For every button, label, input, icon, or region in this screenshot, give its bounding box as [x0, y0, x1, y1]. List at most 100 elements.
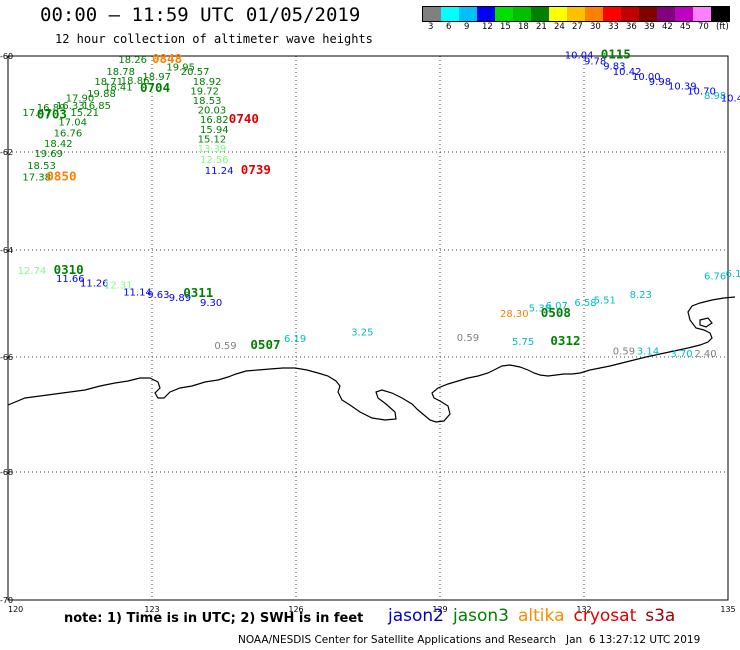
wave-height-label: 18.53: [27, 161, 56, 172]
longitude-tick-label: 135: [720, 605, 735, 614]
color-swatch: [567, 7, 585, 21]
wave-height-label: 28.30: [500, 309, 529, 320]
satellite-legend-jason3: jason3: [453, 606, 509, 626]
wave-height-label: 5.75: [512, 337, 534, 348]
color-scale-label: 39: [644, 22, 655, 32]
wave-height-label: 9.89: [169, 293, 191, 304]
wave-height-label: 3.70: [670, 349, 692, 360]
pass-time-labels: 0848 0704 0703 0850 0740 0739 0310 0311 0507 0508…: [37, 46, 631, 352]
wave-height-label: 18.97: [142, 72, 171, 83]
color-scale-label: (ft): [716, 22, 729, 32]
longitude-tick-label: 123: [144, 605, 159, 614]
latitude-tick-label: -70: [0, 596, 13, 605]
wave-height-label: 6.58: [574, 298, 596, 309]
wave-height-label: 17.90: [66, 94, 95, 105]
wave-height-label: 0.59: [457, 333, 479, 344]
longitude-tick-label: 132: [576, 605, 591, 614]
wave-height-label: 17.47: [22, 108, 51, 119]
wave-height-label: 10.42: [613, 67, 642, 78]
wave-height-label: 17.04: [58, 118, 87, 129]
color-swatch: [693, 7, 711, 21]
longitude-tick-label: 129: [432, 605, 447, 614]
wave-height-label: 3.25: [351, 328, 373, 339]
satellite-legend-cryosat: cryosat: [573, 606, 637, 626]
pass-time-label: 0115: [601, 46, 631, 61]
wave-height-label: 10.39: [668, 82, 697, 93]
wave-height-label: 9.30: [200, 298, 222, 309]
latitude-tick-label: -64: [0, 246, 13, 255]
color-swatch: [675, 7, 693, 21]
wave-height-label: 18.78: [106, 67, 135, 78]
color-swatch: [477, 7, 495, 21]
wave-height-label: 10.70: [687, 86, 716, 97]
wave-height-label: 6.07: [546, 301, 568, 312]
wave-height-label: 3.14: [637, 346, 659, 357]
color-scale-label: 24: [554, 22, 565, 32]
wave-height-label: 10.4: [721, 94, 740, 105]
latitude-tick-label: -62: [0, 148, 13, 157]
color-swatch: [441, 7, 459, 21]
wave-height-label: 8.23: [630, 290, 652, 301]
color-scale-label: 6: [446, 22, 452, 32]
wave-height-label: 10.00: [632, 72, 661, 83]
wave-height-label: 19.88: [87, 89, 116, 100]
color-scale-label: 45: [680, 22, 691, 32]
wave-height-label: 16.85: [82, 101, 111, 112]
wave-height-label: 18.26: [118, 55, 147, 66]
wave-height-label: 8.98: [704, 91, 726, 102]
wave-height-label: 20.57: [181, 67, 210, 78]
wave-height-label: 6.19: [284, 334, 306, 345]
color-swatch: [423, 7, 441, 21]
color-scale-label: 36: [626, 22, 637, 32]
color-swatch: [711, 7, 729, 21]
wave-height-label: 5.51: [594, 296, 616, 307]
satellite-legend-altika: altika: [518, 606, 565, 626]
wave-height-label: 9.83: [603, 61, 625, 72]
wave-height-label: 15.94: [200, 125, 229, 136]
satellite-legend: jason2 jason3 altika cryosat s3a: [388, 606, 684, 626]
wave-height-label: 11.14: [123, 287, 152, 298]
color-swatch: [513, 7, 531, 21]
wave-height-label: 20.03: [198, 106, 227, 117]
wave-height-label: 0.59: [214, 341, 236, 352]
wave-height-label: 11.26: [80, 278, 109, 289]
wave-height-label: 0.59: [613, 346, 635, 357]
satellite-legend-jason2: jason2: [388, 606, 444, 626]
color-swatch: [531, 7, 549, 21]
footnote: note: 1) Time is in UTC; 2) SWH is in fe…: [64, 611, 364, 626]
color-scale-bar: [422, 6, 730, 22]
color-scale-label: 42: [662, 22, 673, 32]
pass-time-label: 0507: [250, 337, 280, 352]
color-scale-label: 21: [536, 22, 547, 32]
wave-height-label: 19.72: [190, 86, 219, 97]
wave-height-label: 9.98: [649, 77, 671, 88]
color-swatch: [639, 7, 657, 21]
color-swatch: [603, 7, 621, 21]
wave-height-label: 10.04: [565, 50, 594, 61]
color-scale-label: 9: [464, 22, 470, 32]
wave-height-label: 15.12: [198, 134, 227, 145]
wave-height-label: 18.71: [94, 77, 123, 88]
map-border: [7, 55, 729, 601]
map-title: 00:00 – 11:59 UTC 01/05/2019: [40, 4, 361, 26]
color-swatch: [549, 7, 567, 21]
wave-height-label: 19.69: [34, 149, 63, 160]
wave-height-label: 9.78: [584, 57, 606, 68]
latitude-tick-label: -66: [0, 353, 13, 362]
color-swatch: [459, 7, 477, 21]
wave-height-label: 18.86: [121, 76, 150, 87]
longitude-tick-label: 120: [8, 605, 23, 614]
antarctic-coastline: [7, 296, 736, 423]
credit-line: NOAA/NESDIS Center for Satellite Applica…: [238, 634, 701, 646]
color-scale-label: 18: [518, 22, 529, 32]
color-scale-label: 70: [698, 22, 709, 32]
color-scale-label: 3: [428, 22, 434, 32]
pass-time-label: 0312: [550, 333, 580, 348]
wave-height-label: 19.95: [166, 62, 195, 73]
wave-height-label: 16.76: [54, 129, 83, 140]
latitude-tick-label: -60: [0, 52, 13, 61]
pass-time-label: 0508: [541, 305, 571, 320]
wave-height-label: 17.38: [22, 172, 51, 183]
